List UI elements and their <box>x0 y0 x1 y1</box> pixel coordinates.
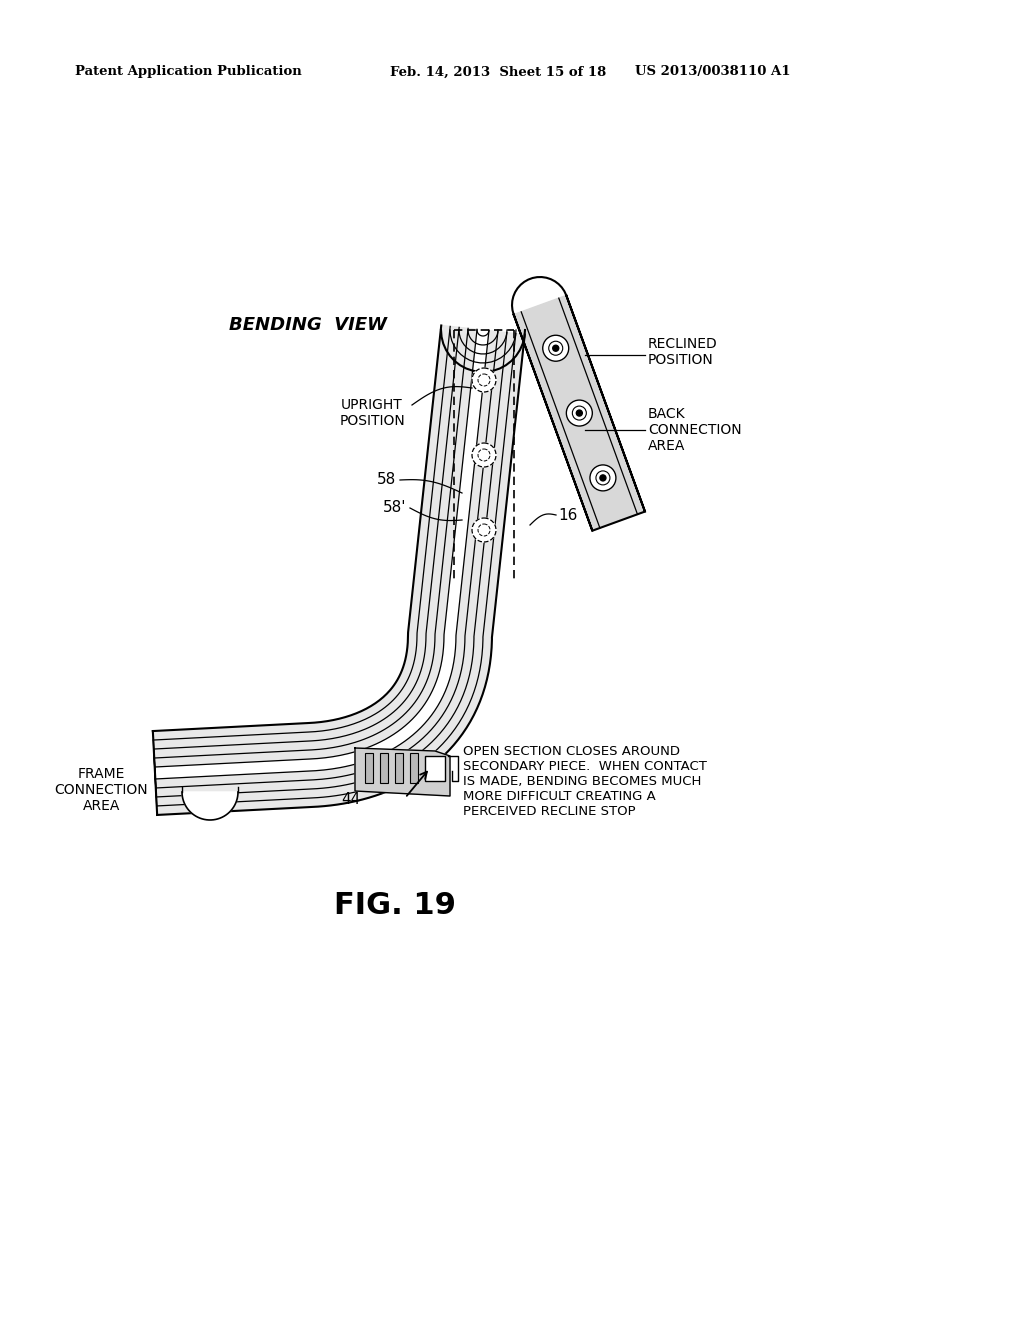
Polygon shape <box>355 748 450 796</box>
Bar <box>395 752 403 783</box>
Circle shape <box>590 465 615 491</box>
Bar <box>425 756 445 781</box>
Circle shape <box>472 444 496 467</box>
Circle shape <box>600 475 606 480</box>
Text: US 2013/0038110 A1: US 2013/0038110 A1 <box>635 66 791 78</box>
Text: UPRIGHT
POSITION: UPRIGHT POSITION <box>339 397 406 428</box>
Text: 58': 58' <box>383 500 406 516</box>
Circle shape <box>553 346 559 351</box>
Bar <box>380 752 388 783</box>
Text: FIG. 19: FIG. 19 <box>334 891 456 920</box>
Circle shape <box>566 400 592 426</box>
Bar <box>365 752 373 783</box>
Text: BENDING  VIEW: BENDING VIEW <box>229 315 387 334</box>
Polygon shape <box>156 330 524 814</box>
Polygon shape <box>514 296 645 531</box>
Text: 58: 58 <box>377 473 396 487</box>
Text: Patent Application Publication: Patent Application Publication <box>75 66 302 78</box>
Text: FRAME
CONNECTION
AREA: FRAME CONNECTION AREA <box>54 767 148 813</box>
Circle shape <box>543 335 568 362</box>
Text: BACK
CONNECTION
AREA: BACK CONNECTION AREA <box>648 407 741 453</box>
Circle shape <box>472 368 496 392</box>
Text: 44: 44 <box>341 792 360 808</box>
Circle shape <box>472 517 496 543</box>
Bar <box>410 752 418 783</box>
Polygon shape <box>182 792 238 820</box>
Polygon shape <box>153 326 477 767</box>
Circle shape <box>577 411 583 416</box>
Text: RECLINED
POSITION: RECLINED POSITION <box>648 337 718 367</box>
Text: OPEN SECTION CLOSES AROUND
SECONDARY PIECE.  WHEN CONTACT
IS MADE, BENDING BECOM: OPEN SECTION CLOSES AROUND SECONDARY PIE… <box>463 744 707 818</box>
Text: 16: 16 <box>558 507 578 523</box>
Text: Feb. 14, 2013  Sheet 15 of 18: Feb. 14, 2013 Sheet 15 of 18 <box>390 66 606 78</box>
